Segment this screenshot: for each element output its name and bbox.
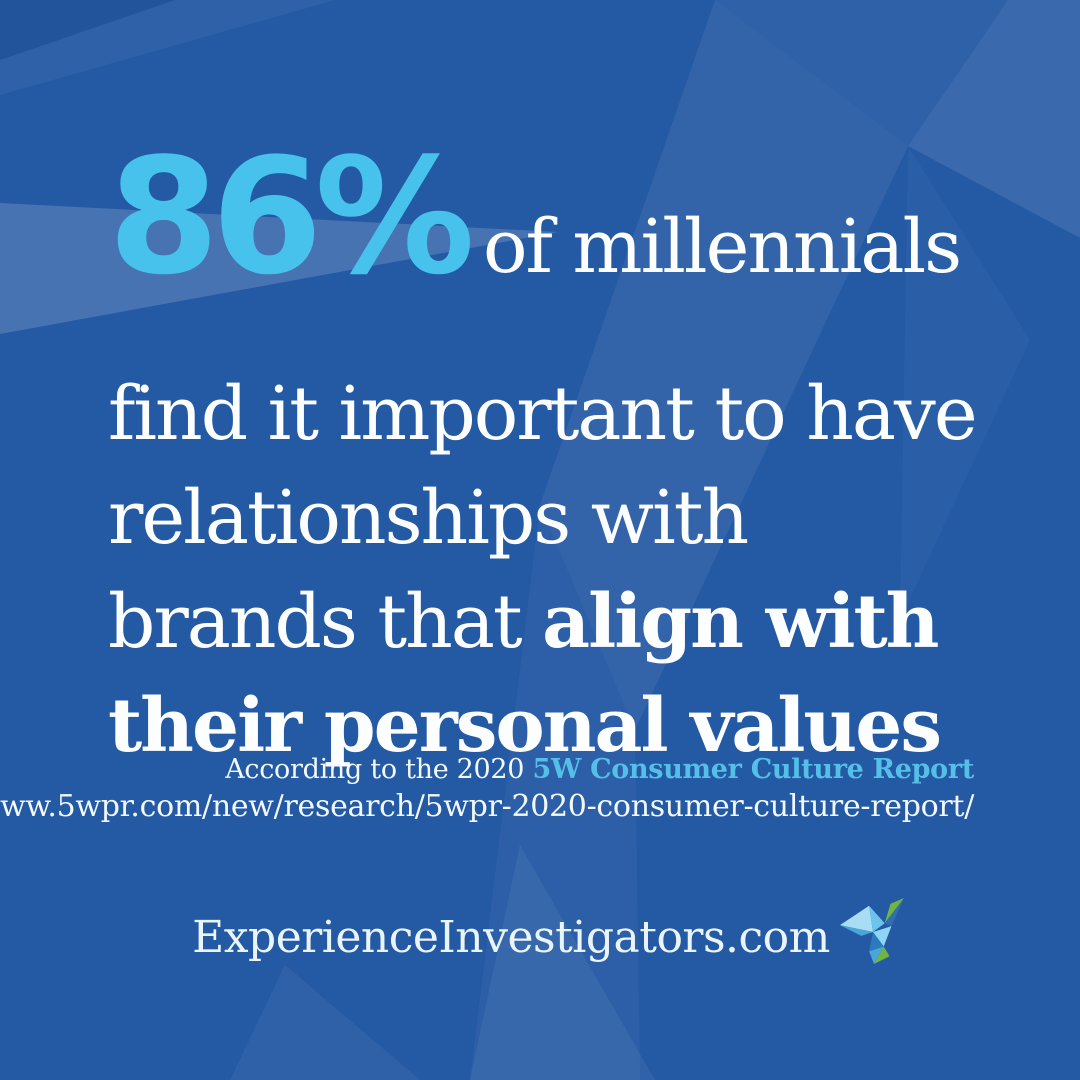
quote-lines: find it important to have relationships …: [108, 362, 988, 778]
source-url: https://www.5wpr.com/new/research/5wpr-2…: [0, 789, 974, 824]
quote-line: find it important to have: [108, 371, 978, 457]
hummingbird-logo-icon: [839, 897, 905, 965]
footer-branding: ExperienceInvestigators.com: [12, 897, 1080, 978]
attribution-block: According to the 2020 5W Consumer Cultur…: [0, 752, 974, 826]
stat-subject: of millennials: [482, 204, 962, 290]
stat-value: 86%: [108, 123, 475, 310]
attribution-source: 5W Consumer Culture Report: [532, 754, 974, 785]
attribution-prefix: According to the 2020: [225, 754, 533, 785]
quote-block: 86% of millennials find it important to h…: [108, 128, 988, 778]
quote-line: their personal values: [108, 683, 942, 769]
site-name: ExperienceInvestigators.com: [192, 912, 830, 963]
attribution-line: According to the 2020 5W Consumer Cultur…: [0, 752, 974, 788]
quote-line: relationships with: [108, 475, 749, 561]
quote-line: brands that align with: [108, 579, 939, 665]
stat-line: 86% of millennials: [108, 128, 988, 356]
